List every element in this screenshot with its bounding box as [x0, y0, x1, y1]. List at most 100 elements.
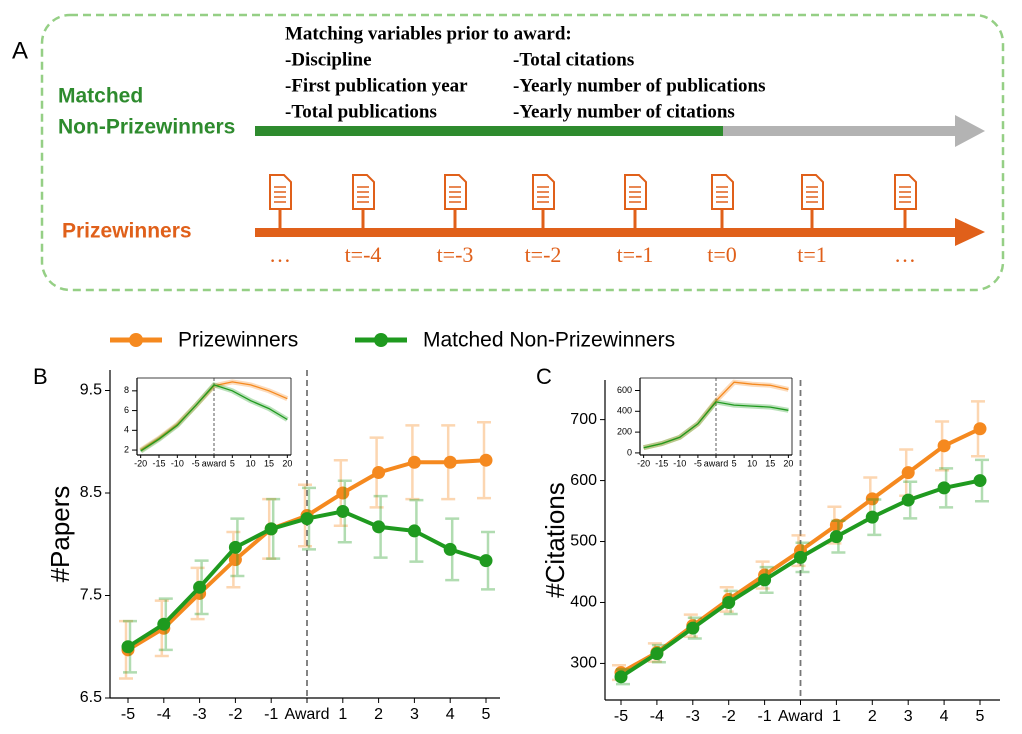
series-line — [643, 401, 789, 449]
point — [407, 524, 421, 538]
y-tick-label: 8.5 — [80, 484, 102, 501]
point — [829, 518, 843, 532]
x-tick-label: 5 — [482, 706, 491, 723]
x-tick-label: -1 — [757, 708, 771, 725]
x-tick-label: -15 — [152, 458, 165, 468]
x-tick-label: 1 — [832, 708, 841, 725]
x-tick-label: 3 — [904, 708, 913, 725]
x-tick-label: 4 — [446, 706, 455, 723]
x-tick-label: 20 — [282, 458, 292, 468]
timeline-label: t=-3 — [437, 242, 474, 267]
chart: 300 400 500 600 700 -5 -4 -3 -2 -1 Award 1 2 3 4 5 #Cita… — [540, 380, 1000, 725]
point — [479, 554, 493, 568]
y-axis-label: #Citations — [540, 482, 570, 598]
point — [264, 522, 278, 536]
x-tick-label: -3 — [686, 708, 700, 725]
group-label: Non-Prizewinners — [58, 116, 235, 139]
timeline-label: t=-2 — [525, 242, 562, 267]
x-tick-label: -4 — [157, 706, 171, 723]
x-tick-label: -10 — [171, 458, 184, 468]
variable: -Yearly number of publications — [513, 75, 765, 96]
x-tick-label: 10 — [246, 458, 256, 468]
chart: 2 4 6 8 -20 -15 -10 -5 award 5 10 15 20 — [124, 377, 292, 468]
point — [722, 595, 736, 609]
legend-label: Prizewinners — [178, 329, 298, 352]
x-tick-label: -1 — [264, 706, 278, 723]
y-tick-label: 300 — [570, 655, 597, 672]
point — [300, 512, 314, 526]
group-label: Matched — [58, 85, 143, 108]
point — [121, 640, 135, 654]
point — [336, 504, 350, 518]
variable: -Discipline — [285, 49, 372, 70]
y-tick-label: 4 — [124, 425, 129, 435]
y-tick-label: 500 — [570, 533, 597, 550]
x-tick-label: 15 — [264, 458, 274, 468]
x-tick-label: award — [704, 458, 729, 468]
point — [973, 474, 987, 488]
point — [443, 542, 457, 556]
x-tick-label: 3 — [410, 706, 419, 723]
x-tick-label: -5 — [121, 706, 135, 723]
point — [758, 573, 772, 587]
y-tick-label: 700 — [570, 411, 597, 428]
x-tick-label: 2 — [374, 706, 383, 723]
x-tick-label: 5 — [732, 458, 737, 468]
point — [865, 510, 879, 524]
point — [650, 647, 664, 661]
y-tick-label: 6.5 — [80, 689, 102, 706]
point — [901, 493, 915, 507]
x-tick-label: -2 — [722, 708, 736, 725]
panel-label: B — [33, 364, 48, 389]
control-bar-future — [723, 126, 958, 136]
timeline-label: t=1 — [797, 242, 827, 267]
point — [794, 550, 807, 564]
timeline: … t=-4 t=-3 t=-2 t=-1 t=0 t=1… — [269, 174, 917, 267]
point — [193, 580, 207, 594]
chart: 6.5 7.5 8.5 9.5 -5 -4 -3 -2 -1 Award 1 2 3 4 5 #Papers — [45, 370, 500, 723]
legend-label: Matched Non-Prizewinners — [423, 329, 675, 352]
point — [157, 617, 171, 631]
x-tick-label: -4 — [650, 708, 664, 725]
timeline-label: t=-4 — [345, 242, 382, 267]
timeline-label: … — [269, 242, 291, 267]
x-tick-label: 10 — [747, 458, 757, 468]
y-tick-label: 9.5 — [80, 382, 102, 399]
panel-a-frame — [40, 13, 1005, 292]
x-tick-label: 15 — [765, 458, 775, 468]
x-tick-label: -5 — [614, 708, 628, 725]
y-tick-label: 2 — [124, 444, 129, 454]
point — [372, 466, 386, 479]
x-tick-label: -10 — [673, 458, 686, 468]
x-tick-label: -15 — [655, 458, 668, 468]
x-tick-label: -20 — [637, 458, 650, 468]
x-tick-label: -20 — [134, 458, 147, 468]
y-tick-label: 0 — [627, 447, 632, 457]
point — [686, 621, 700, 635]
x-tick-label: -5 — [694, 458, 702, 468]
timeline-label: t=-1 — [617, 242, 654, 267]
point — [937, 439, 951, 453]
arrowhead — [955, 115, 985, 147]
point — [228, 553, 242, 567]
x-tick-label: -2 — [228, 706, 242, 723]
x-tick-label: -5 — [192, 458, 200, 468]
x-tick-label: 1 — [338, 706, 347, 723]
y-axis-label: #Papers — [45, 486, 75, 583]
x-tick-label: Award — [778, 708, 823, 725]
y-tick-label: 400 — [570, 594, 597, 611]
y-tick-label: 200 — [617, 426, 632, 436]
x-tick-label: 4 — [940, 708, 949, 725]
point — [973, 422, 987, 436]
point — [829, 530, 843, 544]
x-tick-label: -3 — [192, 706, 206, 723]
chart: 0 200 400 600 -20 -15 -10 -5 award 5 10 15 20 — [617, 377, 793, 468]
variable: -Yearly number of citations — [513, 101, 735, 122]
timeline-label: t=0 — [707, 242, 737, 267]
point — [901, 466, 915, 480]
x-tick-label: 5 — [976, 708, 985, 725]
y-tick-label: 400 — [617, 406, 632, 416]
legend: Prizewinners Matched Non-Prizewinners — [110, 329, 675, 352]
legend-marker — [374, 333, 388, 347]
